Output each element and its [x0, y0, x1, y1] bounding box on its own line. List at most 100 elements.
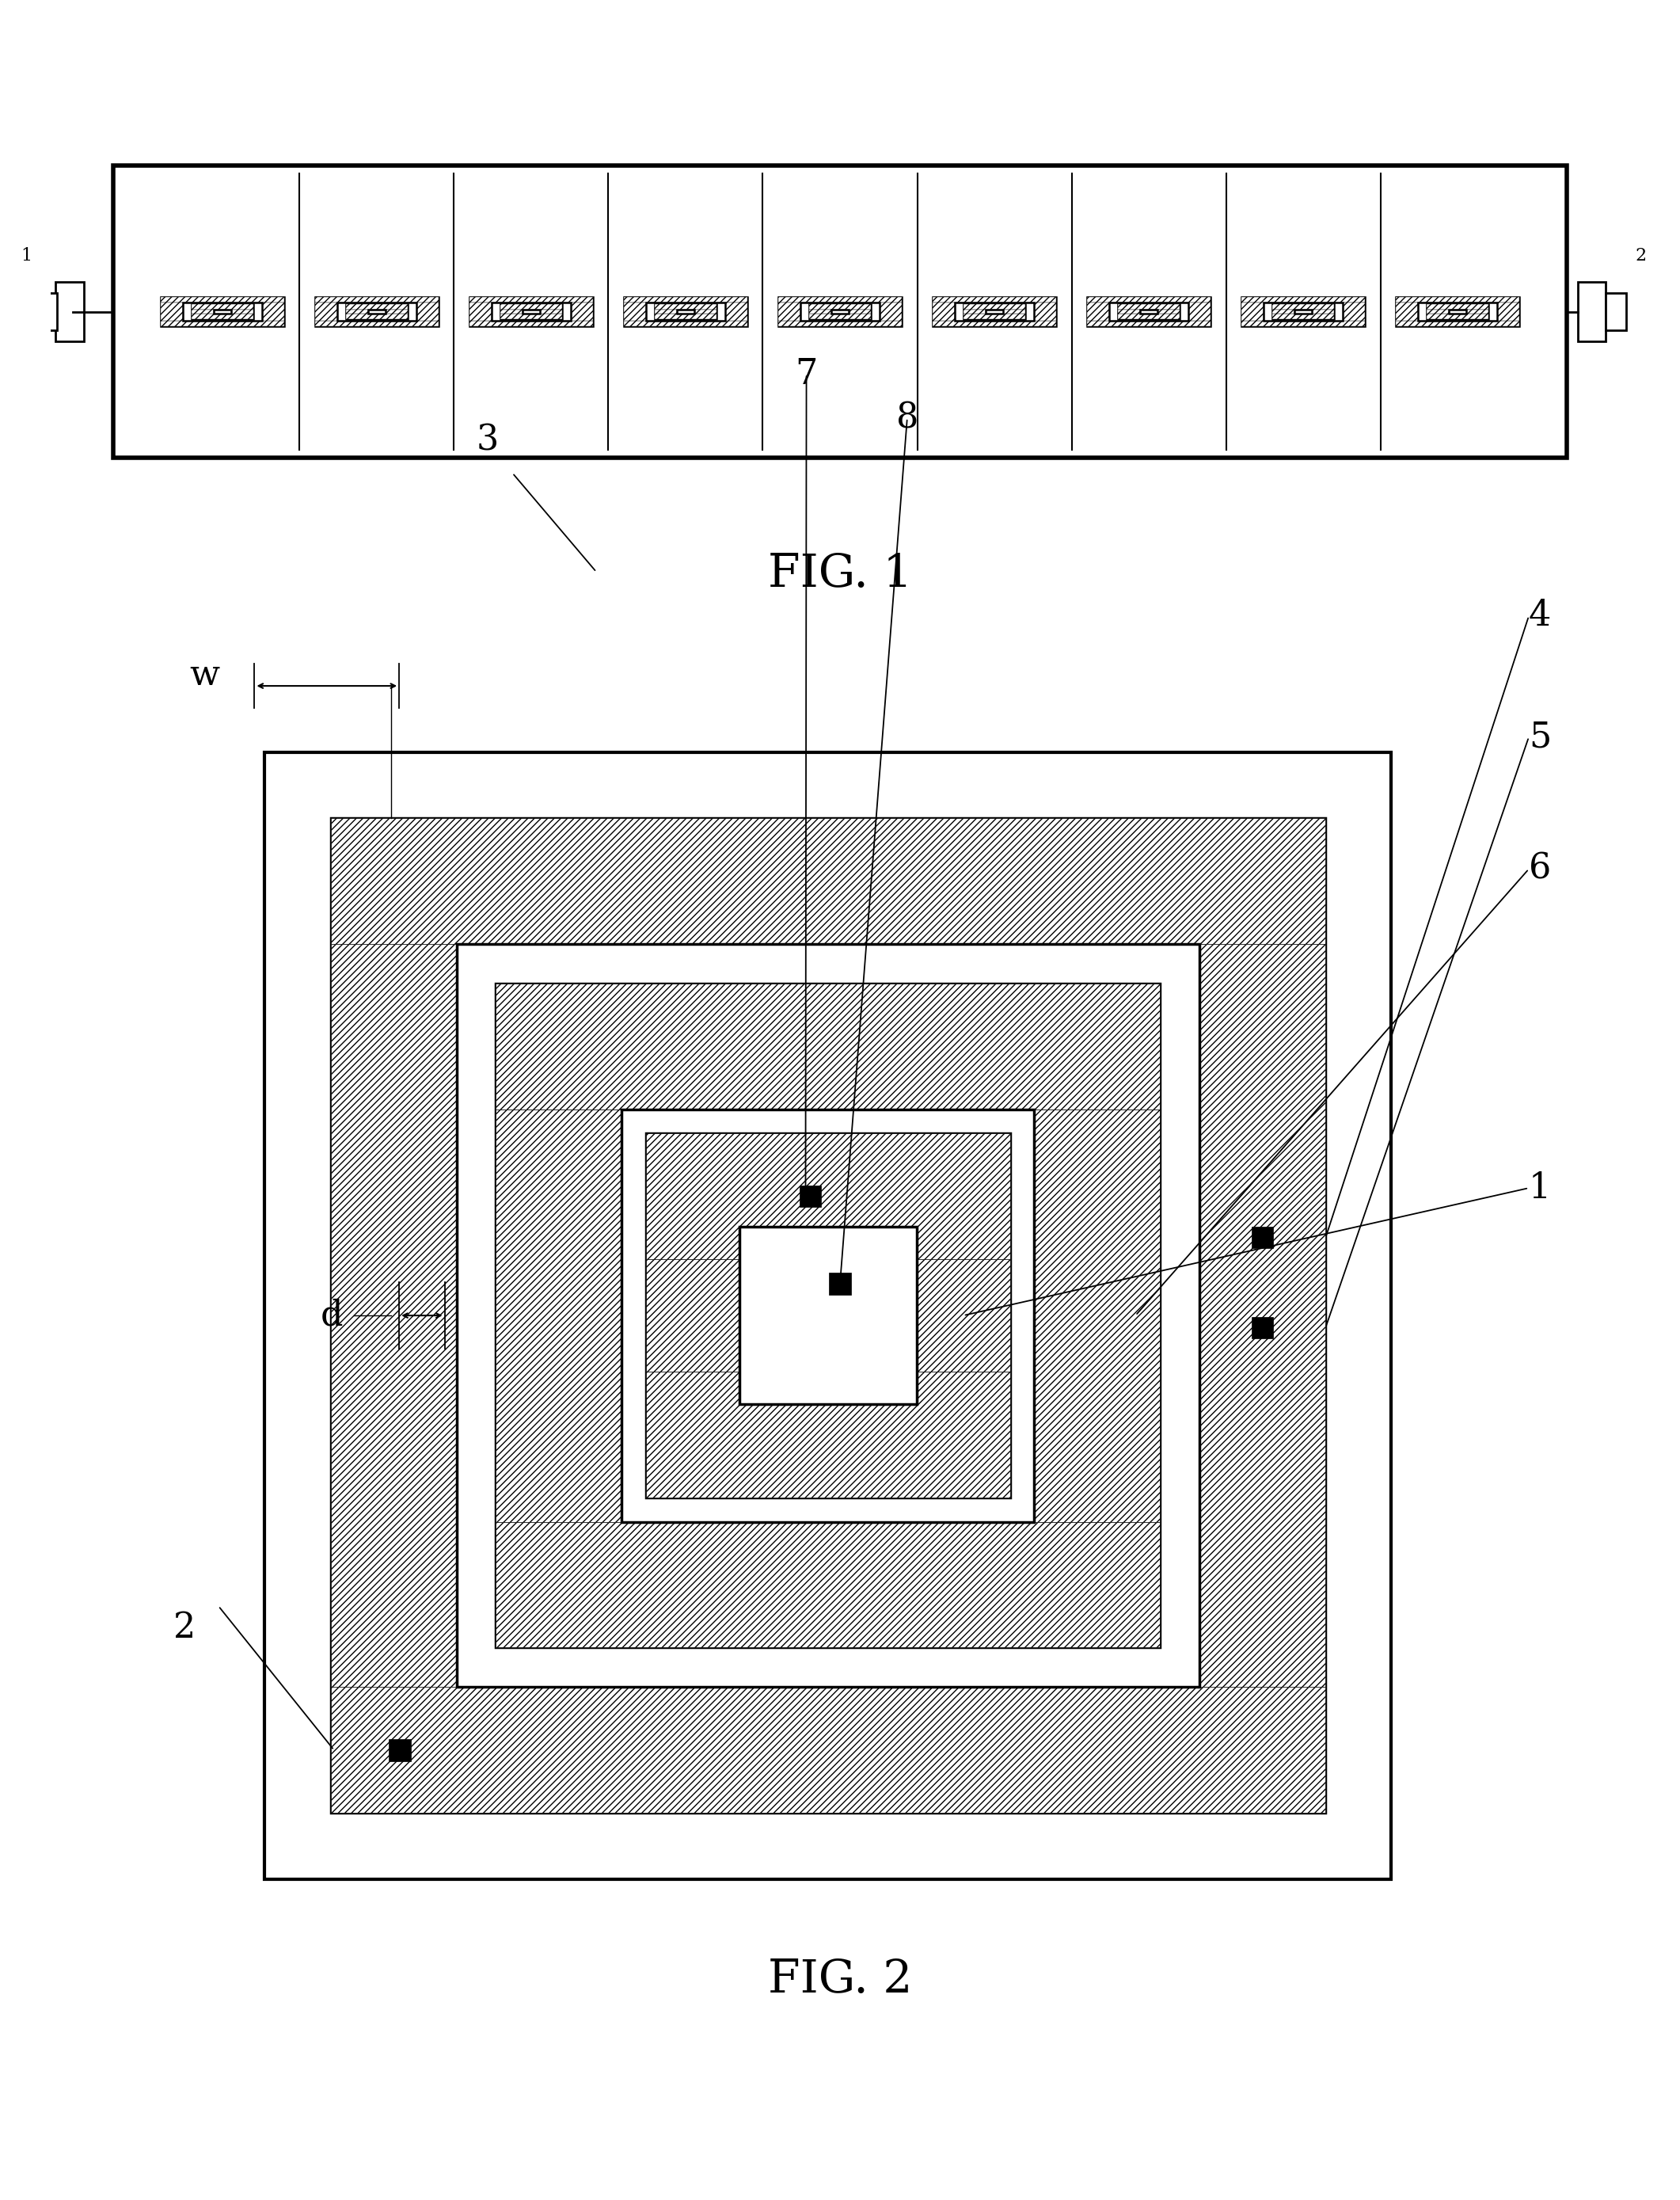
- Bar: [331, 1687, 1326, 1813]
- Bar: [470, 297, 593, 326]
- Bar: [623, 321, 748, 326]
- Bar: [262, 301, 284, 321]
- Bar: [1035, 1109, 1159, 1522]
- Bar: [801, 301, 879, 321]
- Bar: [964, 304, 1025, 319]
- Bar: [879, 301, 902, 321]
- Bar: [316, 297, 438, 301]
- Bar: [470, 297, 593, 301]
- Bar: [417, 301, 438, 321]
- Bar: [655, 310, 677, 315]
- Bar: [496, 983, 1159, 1109]
- Bar: [539, 310, 563, 315]
- Bar: [114, 165, 1566, 458]
- Bar: [986, 310, 1003, 315]
- Bar: [1295, 310, 1312, 315]
- Bar: [932, 297, 1057, 326]
- Bar: [623, 297, 748, 326]
- Bar: [655, 304, 716, 310]
- Bar: [1117, 315, 1179, 319]
- Bar: [346, 315, 408, 319]
- Bar: [161, 297, 284, 326]
- Bar: [771, 1258, 884, 1373]
- Bar: [964, 315, 1025, 319]
- Bar: [316, 297, 438, 326]
- Bar: [331, 944, 457, 1687]
- Bar: [884, 1258, 1010, 1373]
- Bar: [1426, 310, 1450, 315]
- Bar: [1117, 304, 1179, 319]
- Bar: [623, 297, 748, 301]
- Bar: [1087, 297, 1210, 301]
- Bar: [496, 1522, 1159, 1648]
- Bar: [1497, 301, 1519, 321]
- Bar: [1396, 297, 1519, 326]
- Bar: [1242, 321, 1364, 326]
- Bar: [1606, 293, 1626, 330]
- Bar: [1141, 310, 1158, 315]
- Bar: [739, 1228, 917, 1404]
- Bar: [647, 301, 726, 321]
- Bar: [778, 297, 902, 326]
- Bar: [1188, 301, 1210, 321]
- Bar: [1396, 297, 1519, 301]
- Bar: [213, 310, 230, 315]
- Bar: [1272, 315, 1334, 319]
- Bar: [331, 818, 1326, 944]
- Bar: [655, 304, 716, 319]
- Bar: [810, 315, 870, 319]
- Bar: [522, 310, 539, 315]
- Bar: [1467, 310, 1488, 315]
- Text: 8: 8: [895, 400, 919, 436]
- Bar: [346, 310, 368, 315]
- Bar: [192, 315, 254, 319]
- Bar: [368, 310, 385, 315]
- Text: FIG. 2: FIG. 2: [768, 1958, 912, 2002]
- Bar: [161, 297, 284, 301]
- Bar: [778, 321, 902, 326]
- Bar: [810, 310, 832, 315]
- Bar: [1426, 304, 1488, 319]
- Bar: [932, 321, 1057, 326]
- Bar: [55, 282, 84, 341]
- Bar: [932, 297, 1057, 301]
- Bar: [778, 297, 902, 301]
- Bar: [1087, 321, 1210, 326]
- Bar: [501, 304, 563, 319]
- Bar: [1272, 304, 1334, 319]
- Bar: [338, 301, 417, 321]
- Bar: [1087, 297, 1210, 326]
- Bar: [1252, 1228, 1273, 1247]
- Bar: [1242, 301, 1263, 321]
- Text: 1: 1: [1529, 1170, 1551, 1206]
- Bar: [1117, 310, 1141, 315]
- Bar: [492, 301, 571, 321]
- Bar: [161, 321, 284, 326]
- Bar: [832, 310, 848, 315]
- Bar: [1117, 304, 1179, 310]
- Bar: [726, 301, 748, 321]
- Bar: [230, 310, 254, 315]
- Bar: [1272, 310, 1295, 315]
- Text: 1: 1: [22, 246, 32, 264]
- Bar: [501, 310, 522, 315]
- Bar: [496, 983, 1159, 1648]
- Bar: [694, 310, 716, 315]
- Bar: [1418, 301, 1497, 321]
- Bar: [645, 1258, 771, 1373]
- Bar: [830, 1274, 850, 1294]
- Text: w: w: [190, 658, 218, 693]
- Text: FIG. 1: FIG. 1: [768, 552, 912, 596]
- Bar: [810, 304, 870, 310]
- Bar: [655, 315, 716, 319]
- Text: 4: 4: [1529, 598, 1551, 634]
- Bar: [1242, 297, 1364, 326]
- Text: 2: 2: [173, 1610, 197, 1646]
- Bar: [645, 1133, 1010, 1498]
- Bar: [1426, 315, 1488, 319]
- Bar: [161, 301, 183, 321]
- Text: 7: 7: [795, 356, 818, 392]
- Bar: [1109, 301, 1188, 321]
- Bar: [571, 301, 593, 321]
- Text: d: d: [321, 1298, 343, 1333]
